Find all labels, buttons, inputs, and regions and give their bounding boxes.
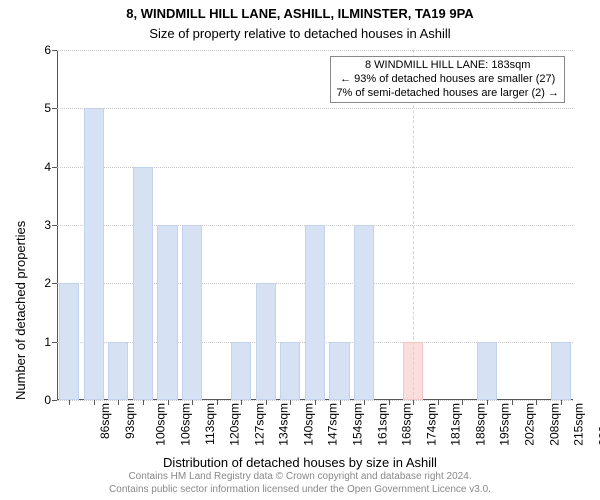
annotation-line: ← 93% of detached houses are smaller (27… <box>336 73 559 87</box>
xtick-label: 93sqm <box>123 403 137 439</box>
bar <box>231 342 251 400</box>
xtick-label: 215sqm <box>572 403 586 446</box>
bar <box>256 283 276 400</box>
bar <box>182 225 202 400</box>
ytick-mark <box>52 342 57 343</box>
xtick-mark <box>217 400 218 405</box>
bar <box>477 342 497 400</box>
ytick-mark <box>52 400 57 401</box>
y-axis-label: Number of detached properties <box>13 221 28 400</box>
xtick-label: 195sqm <box>498 403 512 446</box>
ytick-mark <box>52 283 57 284</box>
xtick-mark <box>561 400 562 405</box>
xtick-mark <box>364 400 365 405</box>
xtick-label: 106sqm <box>179 403 193 446</box>
xtick-label: 168sqm <box>400 403 414 446</box>
xtick-mark <box>118 400 119 405</box>
annotation-line: 8 WINDMILL HILL LANE: 183sqm <box>336 59 559 73</box>
page: 8, WINDMILL HILL LANE, ASHILL, ILMINSTER… <box>0 0 600 500</box>
ytick-label: 3 <box>44 218 51 232</box>
annotation-box: 8 WINDMILL HILL LANE: 183sqm← 93% of det… <box>330 56 565 103</box>
bar <box>305 225 325 400</box>
ytick-label: 0 <box>44 393 51 407</box>
annotation-line: 7% of semi-detached houses are larger (2… <box>336 87 559 101</box>
xtick-mark <box>536 400 537 405</box>
xtick-mark <box>413 400 414 405</box>
xtick-label: 147sqm <box>326 403 340 446</box>
xtick-label: 120sqm <box>228 403 242 446</box>
ytick-mark <box>52 167 57 168</box>
xtick-mark <box>192 400 193 405</box>
bar <box>551 342 571 400</box>
xtick-label: 188sqm <box>474 403 488 446</box>
xtick-label: 154sqm <box>351 403 365 446</box>
bar <box>280 342 300 400</box>
xtick-mark <box>266 400 267 405</box>
ytick-mark <box>52 225 57 226</box>
gridline <box>57 108 573 109</box>
bar <box>157 225 177 400</box>
bar <box>84 108 104 400</box>
ytick-label: 2 <box>44 276 51 290</box>
xtick-label: 140sqm <box>302 403 316 446</box>
xtick-label: 222sqm <box>596 403 600 446</box>
ytick-label: 6 <box>44 43 51 57</box>
attribution-footer: Contains HM Land Registry data © Crown c… <box>0 471 600 496</box>
bar <box>133 167 153 400</box>
xtick-label: 202sqm <box>523 403 537 446</box>
xtick-mark <box>69 400 70 405</box>
ytick-label: 5 <box>44 101 51 115</box>
ytick-mark <box>52 50 57 51</box>
xtick-label: 208sqm <box>547 403 561 446</box>
xtick-mark <box>143 400 144 405</box>
ytick-mark <box>52 108 57 109</box>
xtick-label: 174sqm <box>424 403 438 446</box>
xtick-mark <box>487 400 488 405</box>
xtick-mark <box>389 400 390 405</box>
xtick-mark <box>168 400 169 405</box>
bar <box>354 225 374 400</box>
xtick-mark <box>94 400 95 405</box>
xtick-mark <box>315 400 316 405</box>
xtick-mark <box>438 400 439 405</box>
xtick-mark <box>241 400 242 405</box>
bar <box>329 342 349 400</box>
plot-area: 012345686sqm93sqm100sqm106sqm113sqm120sq… <box>57 50 573 400</box>
xtick-label: 181sqm <box>449 403 463 446</box>
footer-line-2: Contains public sector information licen… <box>0 484 600 497</box>
xtick-label: 100sqm <box>154 403 168 446</box>
xtick-label: 113sqm <box>202 403 216 445</box>
xtick-mark <box>512 400 513 405</box>
xtick-mark <box>290 400 291 405</box>
bar <box>59 283 79 400</box>
xtick-label: 161sqm <box>375 403 389 446</box>
footer-line-1: Contains HM Land Registry data © Crown c… <box>0 471 600 484</box>
xtick-mark <box>462 400 463 405</box>
x-axis-label: Distribution of detached houses by size … <box>0 455 600 470</box>
chart-subtitle: Size of property relative to detached ho… <box>0 26 600 41</box>
ytick-label: 1 <box>44 335 51 349</box>
chart-title: 8, WINDMILL HILL LANE, ASHILL, ILMINSTER… <box>0 6 600 21</box>
xtick-label: 134sqm <box>277 403 291 446</box>
xtick-label: 86sqm <box>98 403 112 439</box>
ytick-label: 4 <box>44 160 51 174</box>
xtick-mark <box>340 400 341 405</box>
xtick-label: 127sqm <box>252 403 266 446</box>
gridline <box>57 50 573 51</box>
bar <box>108 342 128 400</box>
